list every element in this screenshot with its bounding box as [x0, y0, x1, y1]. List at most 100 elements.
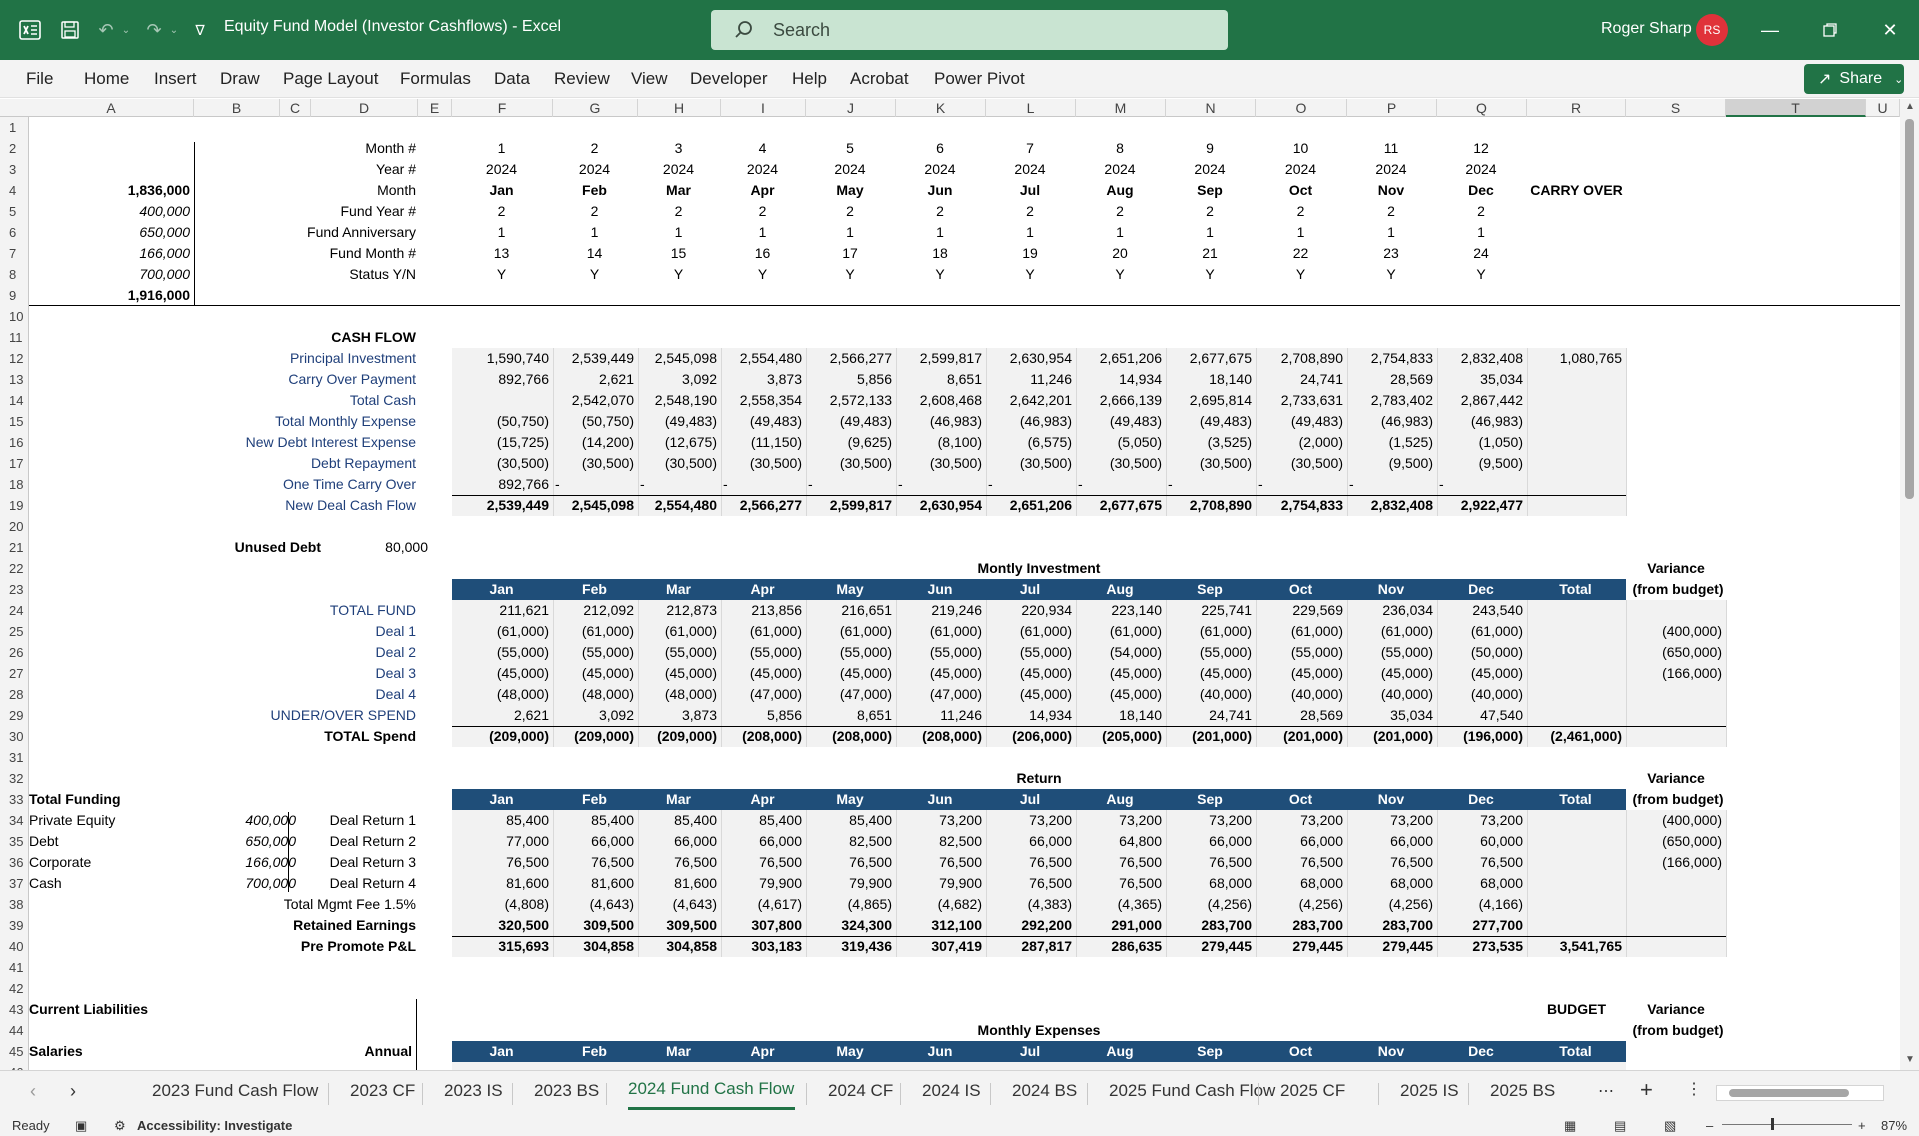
- header-value[interactable]: Y: [1386, 266, 1396, 282]
- row-header-35[interactable]: 35: [9, 834, 24, 849]
- menu-home[interactable]: Home: [84, 69, 130, 88]
- cash-flow-value[interactable]: (6,575): [1027, 434, 1072, 450]
- cash-flow-value[interactable]: -: [1258, 476, 1263, 492]
- investment-value[interactable]: (208,000): [922, 728, 982, 744]
- returns-value[interactable]: (4,166): [1478, 896, 1523, 912]
- header-value[interactable]: 14: [586, 245, 603, 261]
- returns-value[interactable]: 292,200: [1021, 917, 1072, 933]
- header-value[interactable]: Jun: [927, 182, 953, 198]
- cash-flow-value[interactable]: 2,708,890: [1280, 350, 1343, 366]
- investment-value[interactable]: (55,000): [929, 644, 982, 660]
- header-value[interactable]: 15: [670, 245, 687, 261]
- investment-value[interactable]: (61,000): [664, 623, 717, 639]
- returns-value[interactable]: 279,445: [1382, 938, 1433, 954]
- header-value[interactable]: 2024: [1375, 161, 1407, 177]
- zoom-in-icon[interactable]: +: [1858, 1118, 1866, 1133]
- returns-value[interactable]: 76,500: [674, 854, 717, 870]
- returns-value[interactable]: 76,500: [1390, 854, 1433, 870]
- annual-label[interactable]: Annual: [364, 1043, 412, 1059]
- funding-value[interactable]: 650,000: [245, 833, 296, 849]
- header-value[interactable]: 2: [1026, 203, 1034, 219]
- cash-flow-value[interactable]: (49,483): [839, 413, 892, 429]
- cash-flow-label[interactable]: New Debt Interest Expense: [245, 434, 416, 450]
- returns-value[interactable]: (4,682): [937, 896, 982, 912]
- returns-value[interactable]: 76,500: [1480, 854, 1523, 870]
- column-heading[interactable]: Oct: [1288, 1043, 1313, 1059]
- returns-value[interactable]: 82,500: [939, 833, 982, 849]
- investment-value[interactable]: 35,034: [1390, 707, 1433, 723]
- header-value[interactable]: 2024: [746, 161, 779, 177]
- total-funding-title[interactable]: Total Funding: [29, 791, 121, 807]
- header-value[interactable]: 2024: [485, 161, 518, 177]
- accessibility-icon[interactable]: ⚙: [114, 1118, 126, 1133]
- cash-flow-value[interactable]: 2,558,354: [739, 392, 802, 408]
- investment-value[interactable]: (45,000): [1109, 665, 1162, 681]
- returns-value[interactable]: 85,400: [506, 812, 549, 828]
- header-value[interactable]: Aug: [1106, 182, 1134, 198]
- row-header-19[interactable]: 19: [9, 498, 24, 513]
- returns-value[interactable]: 81,600: [591, 875, 634, 891]
- returns-value[interactable]: 73,200: [1119, 812, 1162, 828]
- investment-row-label[interactable]: Deal 3: [375, 665, 416, 681]
- salaries-label[interactable]: Salaries: [29, 1043, 83, 1059]
- returns-row-label[interactable]: Deal Return 2: [329, 833, 416, 849]
- cash-flow-value[interactable]: 2,599,817: [829, 497, 892, 513]
- header-value[interactable]: Y: [1476, 266, 1486, 282]
- investment-value[interactable]: (55,000): [1019, 644, 1072, 660]
- fund-total-value[interactable]: 166,000: [139, 245, 190, 261]
- row-header-44[interactable]: 44: [9, 1023, 24, 1038]
- cash-flow-value[interactable]: (49,483): [1199, 413, 1252, 429]
- returns-value[interactable]: (4,256): [1298, 896, 1343, 912]
- returns-title[interactable]: Return: [1016, 770, 1062, 786]
- row-header-21[interactable]: 21: [9, 540, 24, 555]
- investment-value[interactable]: (45,000): [1109, 686, 1162, 702]
- investment-value[interactable]: (40,000): [1199, 686, 1252, 702]
- header-value[interactable]: Y: [496, 266, 507, 282]
- row-header-7[interactable]: 7: [9, 246, 17, 261]
- zoom-slider[interactable]: [1722, 1124, 1852, 1125]
- row-header-28[interactable]: 28: [9, 687, 24, 702]
- cash-flow-value[interactable]: (30,500): [1290, 455, 1343, 471]
- returns-value[interactable]: 76,500: [759, 854, 802, 870]
- investment-value[interactable]: 243,540: [1472, 602, 1523, 618]
- hscroll-thumb[interactable]: [1729, 1089, 1849, 1097]
- column-header-C[interactable]: C: [280, 99, 311, 117]
- returns-value[interactable]: 76,500: [1119, 854, 1162, 870]
- cash-flow-value[interactable]: (3,525): [1207, 434, 1252, 450]
- header-value[interactable]: 2024: [1104, 161, 1136, 177]
- investment-value[interactable]: (61,000): [1109, 623, 1162, 639]
- column-heading[interactable]: Apr: [750, 1043, 775, 1059]
- cash-flow-value[interactable]: 28,569: [1390, 371, 1433, 387]
- cash-flow-value[interactable]: 2,542,070: [571, 392, 634, 408]
- new-sheet-icon[interactable]: +: [1640, 1077, 1653, 1102]
- header-value[interactable]: 1: [1116, 224, 1124, 240]
- cash-flow-value[interactable]: 1,080,765: [1559, 350, 1622, 366]
- returns-value[interactable]: 76,500: [591, 854, 634, 870]
- returns-value[interactable]: 304,858: [666, 938, 717, 954]
- column-heading[interactable]: Oct: [1288, 581, 1313, 597]
- returns-value[interactable]: 283,700: [1382, 917, 1433, 933]
- column-header-P[interactable]: P: [1347, 99, 1437, 117]
- cash-flow-value[interactable]: 2,832,408: [1370, 497, 1433, 513]
- column-header-O[interactable]: O: [1256, 99, 1347, 117]
- cash-flow-value[interactable]: -: [1168, 476, 1173, 492]
- returns-value[interactable]: 307,419: [931, 938, 982, 954]
- cash-flow-value[interactable]: [1529, 390, 1622, 411]
- cash-flow-value[interactable]: (2,000): [1298, 434, 1343, 450]
- undo-icon[interactable]: ↶: [98, 19, 114, 40]
- cash-flow-value[interactable]: (11,150): [750, 434, 802, 450]
- cash-flow-value[interactable]: 35,034: [1480, 371, 1523, 387]
- avatar[interactable]: RS: [1696, 14, 1728, 46]
- investment-row-label[interactable]: Deal 2: [375, 644, 416, 660]
- header-value[interactable]: 2024: [924, 161, 956, 177]
- returns-value[interactable]: 303,183: [751, 938, 802, 954]
- tab-2023-cf[interactable]: 2023 CF: [350, 1081, 416, 1100]
- row-header-42[interactable]: 42: [9, 981, 24, 996]
- header-value[interactable]: 1: [936, 224, 944, 240]
- cash-flow-value[interactable]: (9,500): [1478, 455, 1523, 471]
- returns-value[interactable]: 76,500: [1029, 854, 1072, 870]
- cash-flow-label[interactable]: One Time Carry Over: [282, 476, 416, 492]
- header-value[interactable]: 1: [590, 224, 599, 240]
- variance-value[interactable]: (166,000): [1662, 665, 1722, 681]
- investment-value[interactable]: (201,000): [1373, 728, 1433, 744]
